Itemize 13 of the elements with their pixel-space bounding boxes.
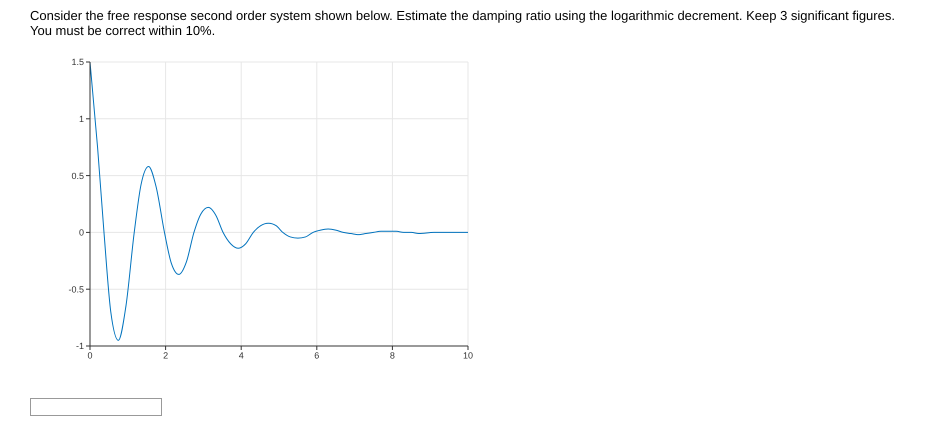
y-tick-label: -0.5: [68, 284, 84, 294]
y-tick-label: 1.5: [71, 57, 84, 68]
chart-title: Consider the free response second order system shown below. Estimate the damping ratio using the logarithmic decrement. Keep 3 significant figures. You must be correct within 10%.: [30, 8, 896, 38]
x-tick-label: 6: [314, 350, 320, 360]
x-tick-label: 10: [462, 350, 474, 360]
y-tick-label: -1: [76, 341, 84, 352]
y-tick-label: 0: [78, 228, 84, 238]
x-tick-label: 8: [390, 350, 395, 360]
y-tick-label: 1: [78, 114, 84, 124]
x-tick-label: 4: [238, 350, 244, 360]
x-tick-label: 0: [87, 350, 93, 360]
x-tick-label: 2: [163, 350, 168, 360]
y-tick-label: 0.5: [71, 170, 84, 181]
